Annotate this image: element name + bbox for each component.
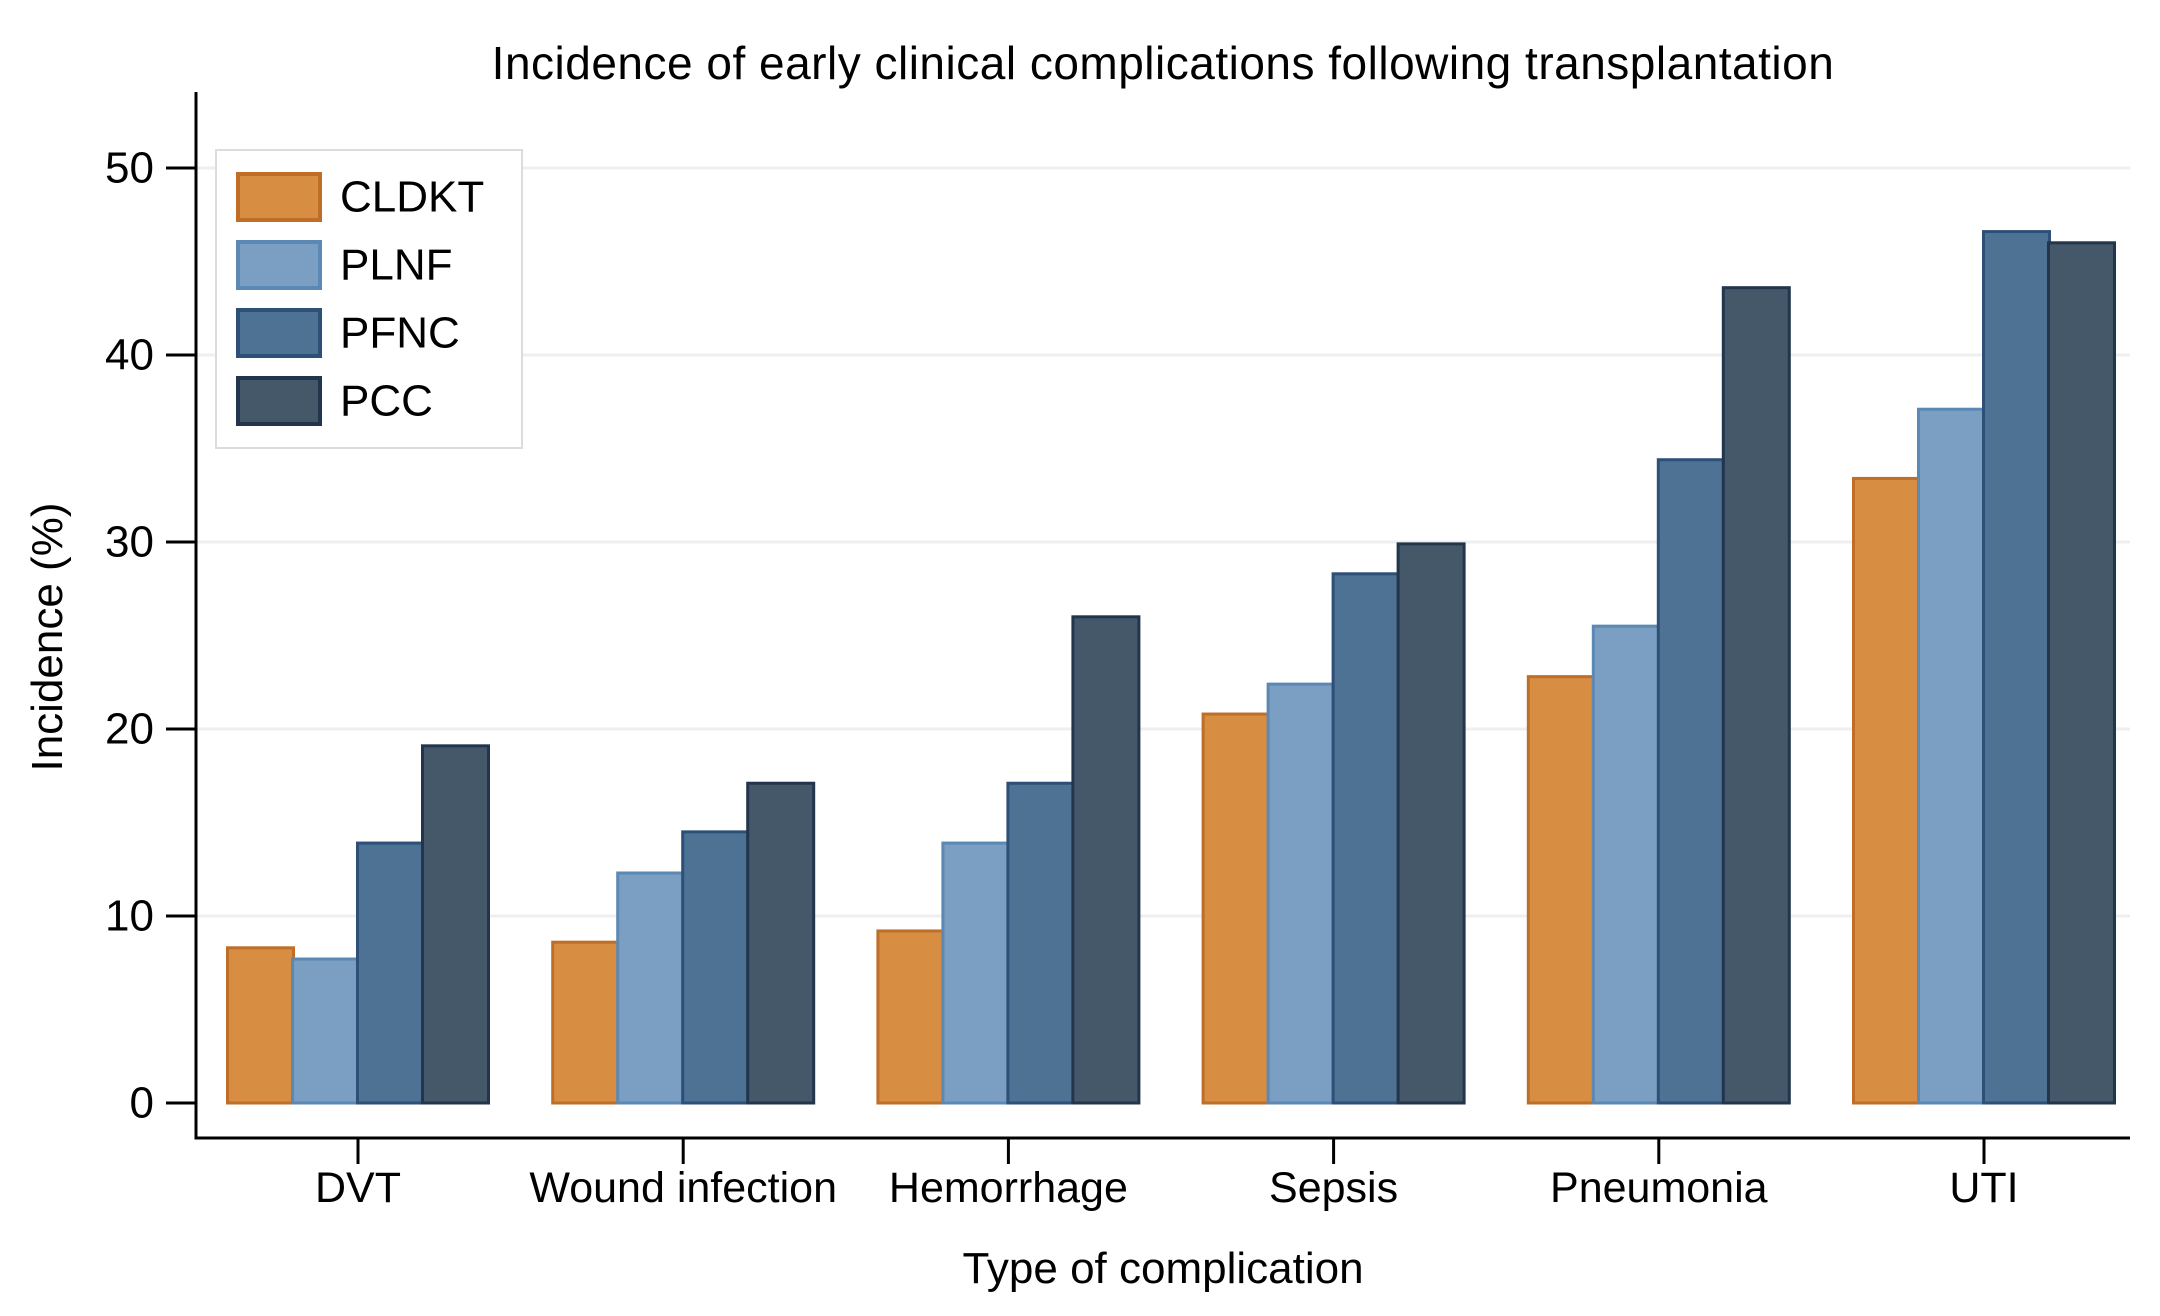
bar-pfnc-pneumonia (1656, 458, 1726, 1105)
bar-plnf-sepsis (1266, 682, 1336, 1105)
bar-pfnc-uti (1982, 230, 2051, 1105)
y-tick-label-40: 40 (105, 331, 154, 380)
chart-title: Incidence of early clinical complication… (491, 37, 1835, 89)
bar-pfnc-wound-infection (681, 830, 751, 1105)
bar-cldkt-wound-infection (551, 940, 621, 1105)
bar-pcc-pneumonia (1721, 286, 1791, 1105)
bar-plnf-uti (1917, 407, 1986, 1105)
x-tick-label-hemorrhage: Hemorrhage (889, 1164, 1128, 1212)
y-tick-label-30: 30 (105, 518, 154, 567)
bar-plnf-dvt (291, 957, 360, 1105)
bar-cldkt-pneumonia (1526, 675, 1596, 1105)
y-axis-title: Incidence (%) (23, 502, 72, 772)
x-tick-label-dvt: DVT (315, 1164, 401, 1212)
bar-pcc-hemorrhage (1071, 615, 1141, 1105)
bar-cldkt-hemorrhage (876, 929, 946, 1105)
bar-pcc-dvt (421, 744, 490, 1105)
x-tick-label-sepsis: Sepsis (1269, 1164, 1398, 1212)
legend-swatch-plnf (236, 240, 322, 290)
y-tick-label-10: 10 (105, 892, 154, 941)
bar-cldkt-dvt (226, 946, 295, 1105)
x-tick-label-pneumonia: Pneumonia (1550, 1164, 1768, 1212)
bar-pcc-wound-infection (746, 781, 816, 1105)
bar-plnf-pneumonia (1591, 624, 1661, 1105)
legend-label-pcc: PCC (340, 377, 433, 426)
legend-swatch-pfnc (236, 308, 322, 358)
y-tick-label-20: 20 (105, 705, 154, 754)
bar-plnf-wound-infection (616, 871, 686, 1105)
bar-plnf-hemorrhage (941, 841, 1011, 1105)
bar-cldkt-sepsis (1201, 712, 1271, 1105)
y-tick-label-50: 50 (105, 144, 154, 193)
bar-cldkt-uti (1852, 476, 1921, 1105)
legend-swatch-pcc (236, 376, 322, 426)
legend-label-pfnc: PFNC (340, 309, 460, 358)
bar-pfnc-dvt (356, 841, 425, 1105)
bar-pcc-sepsis (1396, 542, 1466, 1105)
bar-pfnc-hemorrhage (1006, 781, 1076, 1105)
bar-pcc-uti (2047, 241, 2116, 1105)
legend-label-plnf: PLNF (340, 241, 452, 290)
x-tick-label-uti: UTI (1949, 1164, 2018, 1212)
legend-label-cldkt: CLDKT (340, 173, 484, 222)
x-tick-label-wound-infection: Wound infection (529, 1164, 837, 1212)
legend-swatch-cldkt (236, 172, 322, 222)
bar-pfnc-sepsis (1331, 572, 1401, 1105)
y-tick-label-0: 0 (130, 1079, 154, 1128)
x-axis-title: Type of complication (962, 1244, 1364, 1293)
